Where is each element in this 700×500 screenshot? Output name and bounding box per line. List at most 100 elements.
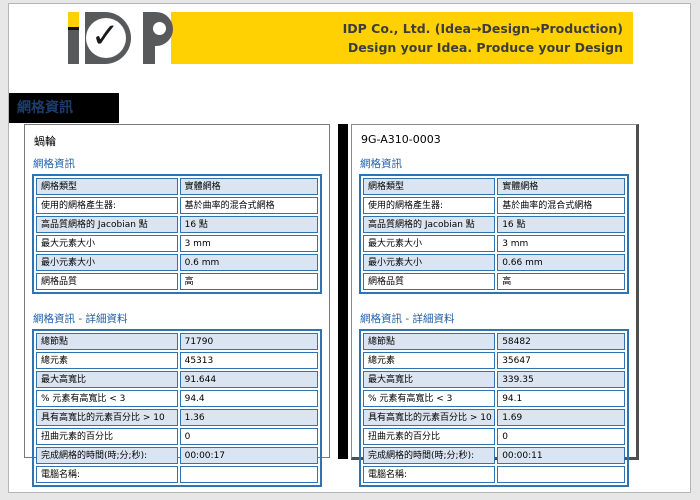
row-label: 網格品質 xyxy=(36,273,178,290)
table-row: 網格品質高 xyxy=(36,273,318,290)
table-row: 最大元素大小 3 mm xyxy=(363,235,625,252)
row-label: 總節點 xyxy=(36,333,178,350)
table-row: 具有高寬比的元素百分比 > 10 1.36 xyxy=(36,409,318,426)
row-value: 00:00:11 xyxy=(497,447,625,464)
table-row: 電腦名稱: xyxy=(36,466,318,483)
checkmark-icon: ✓ xyxy=(91,16,120,56)
row-label: 使用的網格產生器: xyxy=(363,197,496,214)
row-value: 35647 xyxy=(497,352,625,369)
row-label: 網格品質 xyxy=(363,273,496,290)
logo-d-circle: ✓ xyxy=(86,16,126,58)
row-value: 45313 xyxy=(179,352,318,369)
row-label: 完成網格的時間(時;分;秒): xyxy=(36,447,178,464)
row-value: 0.66 mm xyxy=(497,254,625,271)
row-value: 3 mm xyxy=(497,235,625,252)
table-row: 完成網格的時間(時;分;秒): 00:00:11 xyxy=(363,447,625,464)
row-label: 使用的網格產生器: xyxy=(36,197,178,214)
mesh-panel-right: 9G-A310-0003 網格資訊 網格類型 實體網格 使用的網格產生器: 基於曲率的… xyxy=(351,124,639,487)
table-row: 最大元素大小 3 mm xyxy=(36,235,318,252)
row-label: 網格類型 xyxy=(363,178,496,195)
row-label: 電腦名稱: xyxy=(363,466,496,483)
logo-p-hole xyxy=(153,22,166,35)
logo-i-divider xyxy=(68,27,79,30)
row-label: % 元素有高寬比 < 3 xyxy=(36,390,178,407)
logo-p-block xyxy=(143,12,173,64)
report-page: IDP Co., Ltd. (Idea→Design→Production) D… xyxy=(8,3,691,493)
row-value: 實體網格 xyxy=(179,178,318,195)
row-label: 最大元素大小 xyxy=(363,235,496,252)
section-heading-mesh-details: 網格資訊 - 詳細資料 xyxy=(360,313,455,325)
row-value xyxy=(179,466,318,483)
row-value: 94.4 xyxy=(179,390,318,407)
company-slogan-line: Design your Idea. Produce your Design xyxy=(347,40,623,55)
row-value: 高 xyxy=(179,273,318,290)
row-value: 3 mm xyxy=(179,235,318,252)
logo-i-top xyxy=(68,12,79,27)
row-label: 總元素 xyxy=(36,352,178,369)
table-row: 使用的網格產生器: 基於曲率的混合式網格 xyxy=(36,197,318,214)
row-value: 16 點 xyxy=(497,216,625,233)
table-row: 網格類型 實體網格 xyxy=(36,178,318,195)
row-label: 完成網格的時間(時;分;秒): xyxy=(363,447,496,464)
table-row: 最小元素大小 0.66 mm xyxy=(363,254,625,271)
row-label: 高品質網格的 Jacobian 點 xyxy=(363,216,496,233)
row-value xyxy=(497,466,625,483)
table-row: 高品質網格的 Jacobian 點 16 點 xyxy=(36,216,318,233)
row-value: 基於曲率的混合式網格 xyxy=(497,197,625,214)
row-value: 16 點 xyxy=(179,216,318,233)
table-row: 扭曲元素的百分比 0 xyxy=(363,428,625,445)
row-label: % 元素有高寬比 < 3 xyxy=(363,390,496,407)
mesh-info-table: 網格類型 實體網格 使用的網格產生器: 基於曲率的混合式網格 高品質網格的 Jacobi… xyxy=(359,174,629,294)
row-label: 具有高寬比的元素百分比 > 10 xyxy=(363,409,496,426)
table-row: 總元素 45313 xyxy=(36,352,318,369)
table-row: % 元素有高寬比 < 3 94.1 xyxy=(363,390,625,407)
table-row: % 元素有高寬比 < 3 94.4 xyxy=(36,390,318,407)
mesh-info-table: 網格類型 實體網格 使用的網格產生器: 基於曲率的混合式網格 高品質網格的 Jacobi… xyxy=(32,174,322,294)
part-name: 蝸輪 xyxy=(34,135,56,148)
row-value: 00:00:17 xyxy=(179,447,318,464)
table-row: 最大高寬比 91.644 xyxy=(36,371,318,388)
table-row: 具有高寬比的元素百分比 > 10 1.69 xyxy=(363,409,625,426)
row-value: 實體網格 xyxy=(497,178,625,195)
row-value: 基於曲率的混合式網格 xyxy=(179,197,318,214)
table-row: 高品質網格的 Jacobian 點 16 點 xyxy=(363,216,625,233)
row-value: 1.36 xyxy=(179,409,318,426)
row-label: 最小元素大小 xyxy=(363,254,496,271)
section-heading-mesh-info: 網格資訊 xyxy=(360,158,402,170)
table-row: 使用的網格產生器: 基於曲率的混合式網格 xyxy=(363,197,625,214)
row-value: 91.644 xyxy=(179,371,318,388)
table-row: 電腦名稱: xyxy=(363,466,625,483)
row-value: 0 xyxy=(497,428,625,445)
company-banner-text: IDP Co., Ltd. (Idea→Design→Production) D… xyxy=(343,19,623,57)
row-value: 94.1 xyxy=(497,390,625,407)
table-row: 總元素 35647 xyxy=(363,352,625,369)
panel-divider xyxy=(338,124,348,459)
row-label: 最小元素大小 xyxy=(36,254,178,271)
row-value: 71790 xyxy=(179,333,318,350)
logo-i-block xyxy=(68,12,79,64)
section-heading-mesh-info: 網格資訊 xyxy=(33,158,75,170)
row-value: 0.6 mm xyxy=(179,254,318,271)
table-row: 總節點 58482 xyxy=(363,333,625,350)
table-row: 網格類型 實體網格 xyxy=(363,178,625,195)
row-value: 58482 xyxy=(497,333,625,350)
row-label: 扭曲元素的百分比 xyxy=(363,428,496,445)
row-label: 總元素 xyxy=(363,352,496,369)
row-label: 高品質網格的 Jacobian 點 xyxy=(36,216,178,233)
row-value: 高 xyxy=(497,273,625,290)
row-label: 最大高寬比 xyxy=(363,371,496,388)
row-label: 具有高寬比的元素百分比 > 10 xyxy=(36,409,178,426)
table-row: 扭曲元素的百分比 0 xyxy=(36,428,318,445)
table-row: 網格品質高 xyxy=(363,273,625,290)
row-value: 0 xyxy=(179,428,318,445)
row-label: 最大高寬比 xyxy=(36,371,178,388)
row-value: 1.69 xyxy=(497,409,625,426)
row-value: 339.35 xyxy=(497,371,625,388)
page-title: 網格資訊 xyxy=(9,93,119,123)
mesh-panel-left: 蝸輪 網格資訊 網格類型 實體網格 使用的網格產生器: 基於曲率的混合式網格 高品質網格… xyxy=(24,124,330,487)
row-label: 電腦名稱: xyxy=(36,466,178,483)
table-row: 最大高寬比 339.35 xyxy=(363,371,625,388)
row-label: 扭曲元素的百分比 xyxy=(36,428,178,445)
logo-i-bottom xyxy=(68,30,79,64)
